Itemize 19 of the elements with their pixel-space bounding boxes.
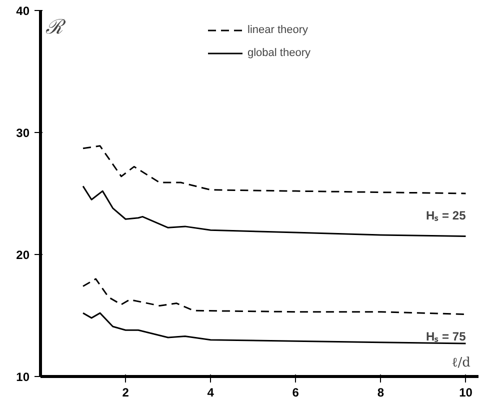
legend-label: global theory	[248, 47, 310, 59]
annotation: Hₛ = 75	[426, 329, 466, 344]
x-tick-label: 4	[207, 386, 214, 400]
x-tick-label: 6	[292, 386, 300, 400]
annotation: Hₛ = 25	[426, 208, 466, 222]
line-series	[82, 145, 466, 194]
x-tick-label: 8	[377, 386, 384, 400]
x-axis-title: ℓ/d	[452, 356, 471, 370]
x-tick-label: 10	[459, 386, 473, 400]
y-axis-title: ℛ	[46, 14, 66, 38]
line-series	[82, 185, 466, 237]
y-tick-label: 10	[16, 370, 30, 384]
line-series	[82, 278, 466, 316]
x-tick-label: 2	[122, 386, 130, 400]
line-series	[82, 312, 466, 344]
legend-label: linear theory	[248, 24, 308, 36]
y-tick-label: 40	[16, 4, 30, 18]
y-tick-label: 30	[16, 126, 30, 140]
y-tick-label: 20	[16, 248, 30, 262]
